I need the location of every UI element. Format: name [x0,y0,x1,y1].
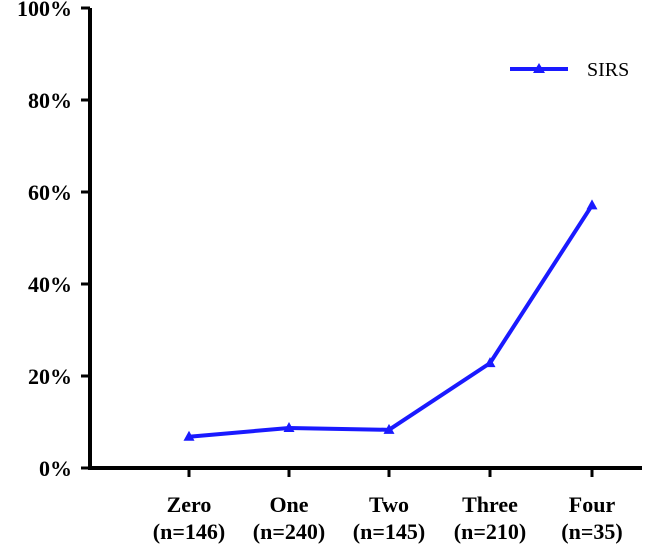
legend: SIRS [510,59,629,81]
x-category-label: Four [569,492,616,517]
x-category-sublabel: (n=210) [454,519,526,544]
x-category-label: Three [462,492,518,517]
series-group [183,199,598,441]
x-category-label: One [269,492,308,517]
x-ticks: Zero(n=146) One(n=240) Two(n=145) Three(n=2… [153,468,623,544]
data-point-marker [586,199,598,210]
x-category-sublabel: (n=145) [353,519,425,544]
legend-label: SIRS [587,59,629,81]
y-tick-label: 100% [17,0,72,21]
y-ticks: 0% 20% 40% 60% 80% 100% [17,0,90,481]
data-point-marker [383,423,395,434]
y-tick-label: 0% [39,456,72,481]
y-tick-label: 60% [28,180,72,205]
x-category-sublabel: (n=240) [253,519,325,544]
y-tick-label: 40% [28,272,72,297]
x-category-label: Zero [167,492,212,517]
legend-marker-triangle-icon [533,63,545,73]
series-line-sirs [188,204,594,439]
x-category-sublabel: (n=35) [561,519,622,544]
y-tick-label: 80% [28,88,72,113]
x-category-label: Two [369,492,409,517]
axes [88,8,642,470]
data-point-marker [283,421,295,432]
data-point-marker [484,357,496,368]
y-tick-label: 20% [28,364,72,389]
x-category-sublabel: (n=146) [153,519,225,544]
data-point-marker [183,430,195,441]
